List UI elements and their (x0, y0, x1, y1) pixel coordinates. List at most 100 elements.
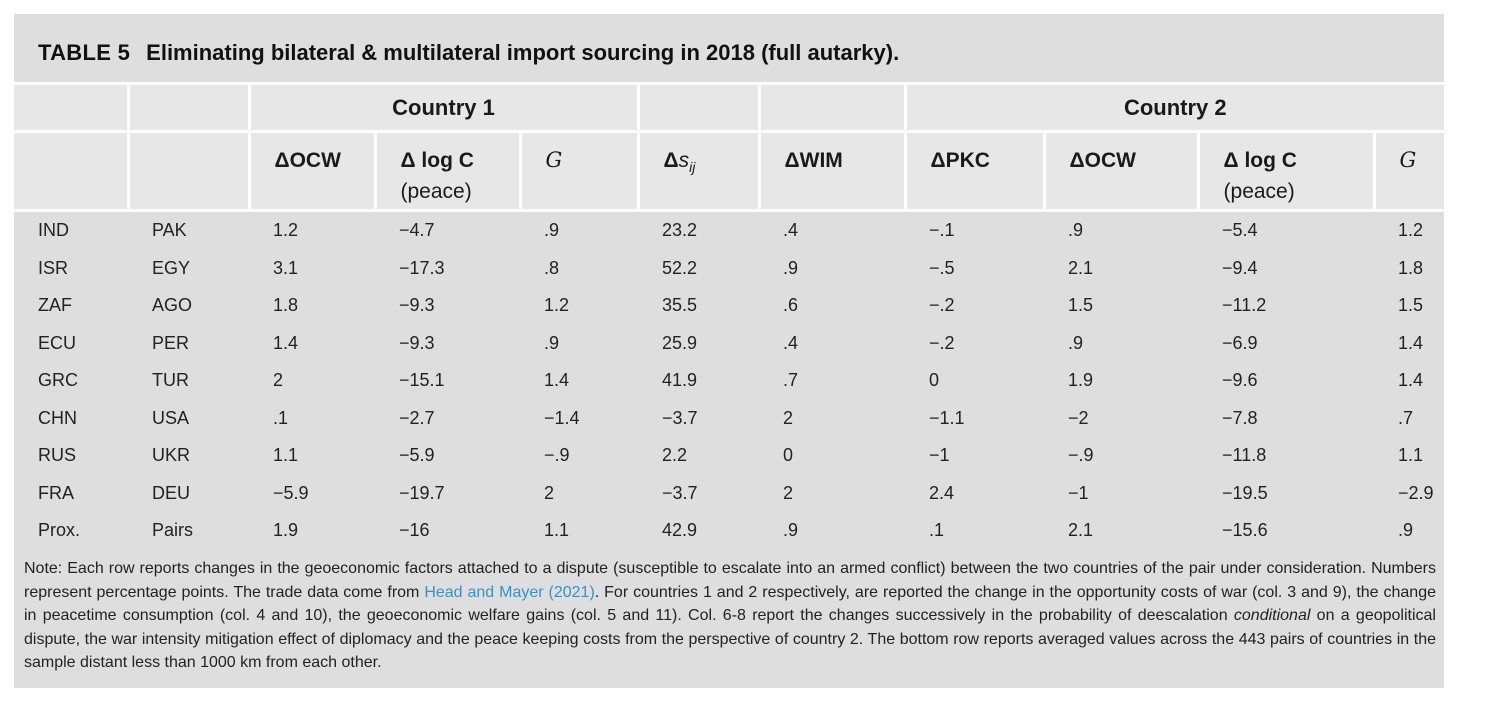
table-cell: −9.3 (399, 295, 435, 316)
table-row: ZAF AGO 1.8 −9.3 1.2 35.5 .6 −.2 1.5 −11.2 1.5 (14, 287, 1444, 325)
table-cell: DEU (152, 482, 191, 503)
table-cell: UKR (152, 445, 191, 466)
col-header-dpkc: ΔPKC (905, 131, 1046, 212)
table-cell: −1 (929, 445, 950, 466)
table-cell: −.5 (929, 257, 955, 278)
note-text-1: Note: Each row reports changes in the ge… (24, 560, 1436, 601)
table-cell: 2 (273, 370, 284, 391)
table-cell: .1 (273, 407, 289, 428)
col-header-c2-dlogc-main: Δ log C (1223, 149, 1297, 172)
table-cell: FRA (38, 482, 74, 503)
table-cell: 1.8 (273, 295, 299, 316)
table-cell: Pairs (152, 520, 194, 541)
table-cell: 2.4 (929, 482, 955, 503)
col-header-dwim: ΔWIM (759, 131, 907, 212)
table-cell: −1 (1068, 482, 1089, 503)
table-cell: −11.2 (1222, 295, 1267, 316)
country2-group-header: Country 2 (905, 82, 1445, 133)
table-cell: −.2 (929, 332, 955, 353)
table-cell: CHN (38, 407, 77, 428)
table-cell: 2.1 (1068, 257, 1094, 278)
table-cell: −7.8 (1222, 407, 1258, 428)
table-cell: 2.2 (662, 445, 688, 466)
col-header-delta-s-s: s (678, 149, 690, 172)
note-citation-link[interactable]: Head and Mayer (2021) (424, 583, 595, 601)
table-cell: −9.6 (1222, 370, 1258, 391)
table-row: Prox. Pairs 1.9 −16 1.1 42.9 .9 .1 2.1 −15.6 .9 (14, 512, 1444, 550)
table-cell: 1.5 (1068, 295, 1094, 316)
table-cell: −.9 (1068, 445, 1094, 466)
table-cell: 42.9 (662, 520, 698, 541)
table-cell: .6 (783, 295, 799, 316)
table-note: Note: Each row reports changes in the ge… (24, 557, 1436, 675)
table-cell: −5.9 (273, 482, 309, 503)
col-header-c2-dlogc: Δ log C (peace) (1198, 131, 1376, 212)
col-header-c1-dlogc-main: Δ log C (400, 149, 474, 172)
table-cell: −5.4 (1222, 220, 1258, 241)
table-cell: 1.1 (1398, 445, 1424, 466)
table-cell: 2.1 (1068, 520, 1094, 541)
table-cell: .9 (544, 332, 560, 353)
note-emphasis: conditional (1233, 607, 1311, 624)
table-cell: USA (152, 407, 190, 428)
table-cell: −9.4 (1222, 257, 1258, 278)
table-cell: −11.8 (1222, 445, 1267, 466)
col-header-c2-g-symbol: G (1399, 148, 1417, 172)
table-cell: 1.9 (1068, 370, 1094, 391)
table-cell: 1.4 (1398, 332, 1424, 353)
results-table: Country 1 Country 2 ΔOCW Δ log C (peace) … (14, 82, 1445, 550)
table-cell: IND (38, 220, 69, 241)
note-text-3: on a geopolitical dispute, the war inten… (24, 607, 1436, 671)
table-cell: 1.4 (544, 370, 570, 391)
table-cell: −.9 (544, 445, 570, 466)
table-cell: 52.2 (662, 257, 698, 278)
col-header-delta-s-subscript: ij (689, 159, 696, 176)
table-cell: RUS (38, 445, 77, 466)
table-cell: 41.9 (662, 370, 698, 391)
table-cell: 23.2 (662, 220, 698, 241)
table-cell: .9 (1068, 332, 1084, 353)
table-cell: 1.8 (1398, 257, 1424, 278)
table-cell: .9 (544, 220, 560, 241)
table-cell: 1.9 (273, 520, 299, 541)
table-cell: 1.2 (1398, 220, 1424, 241)
table-cell: PAK (152, 220, 187, 241)
table-row: CHN USA .1 −2.7 −1.4 −3.7 2 −1.1 −2 −7.8 .7 (14, 400, 1444, 438)
table-cell: −17.3 (399, 257, 445, 278)
table-cell: −9.3 (399, 332, 435, 353)
table-cell: −15.1 (399, 370, 445, 391)
table-cell: .7 (1398, 407, 1414, 428)
header-empty-cell (128, 82, 251, 133)
table-cell: −1.4 (544, 407, 580, 428)
table-cell: −19.5 (1222, 482, 1268, 503)
table-cell: .1 (929, 520, 945, 541)
header-empty-cell (638, 82, 761, 133)
table-cell: −6.9 (1222, 332, 1258, 353)
table-cell: ECU (38, 332, 77, 353)
table-cell: ISR (38, 257, 69, 278)
table-title: Eliminating bilateral & multilateral imp… (146, 40, 900, 65)
table-cell: −15.6 (1222, 520, 1268, 541)
col-header-c2-dlogc-sub: (peace) (1223, 180, 1295, 203)
table-label: TABLE 5 (38, 40, 131, 65)
table-cell: 0 (929, 370, 940, 391)
table-cell: .9 (783, 520, 799, 541)
table-cell: −.1 (929, 220, 955, 241)
table-cell: .4 (783, 220, 799, 241)
table-cell: −2.7 (399, 407, 435, 428)
table-cell: 2 (783, 407, 794, 428)
table-cell: 2 (544, 482, 555, 503)
header-empty-cell (14, 131, 130, 212)
table-cell: 2 (783, 482, 794, 503)
table-cell: .9 (1398, 520, 1414, 541)
table-document: TABLE 5 Eliminating bilateral & multilate… (14, 14, 1445, 688)
col-header-delta-s: Δsij (638, 131, 761, 212)
table-cell: −16 (399, 520, 430, 541)
table-cell: .9 (783, 257, 799, 278)
table-cell: 1.5 (1398, 295, 1424, 316)
table-cell: ZAF (38, 295, 72, 316)
col-header-delta-s-delta: Δ (663, 149, 679, 172)
table-row: RUS UKR 1.1 −5.9 −.9 2.2 0 −1 −.9 −11.8 1.1 (14, 437, 1444, 475)
table-cell: 1.4 (273, 332, 299, 353)
table-cell: −5.9 (399, 445, 435, 466)
